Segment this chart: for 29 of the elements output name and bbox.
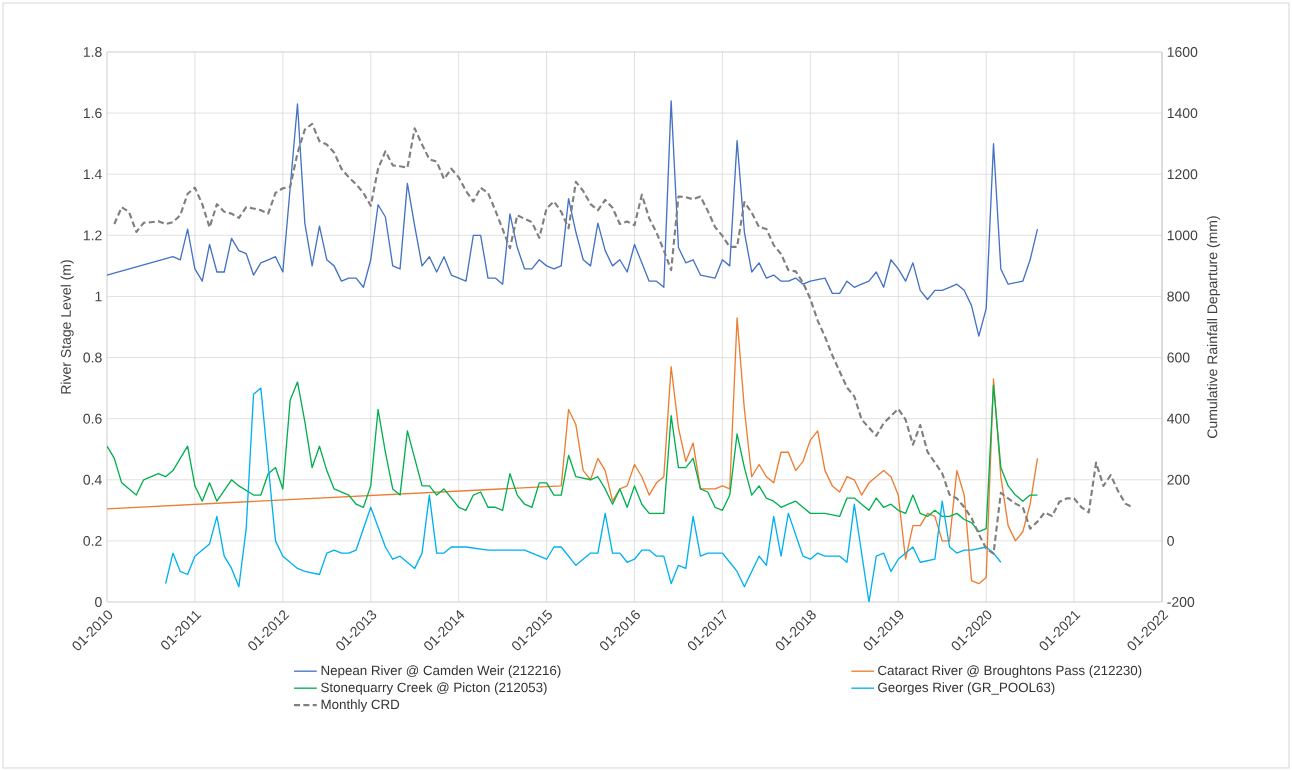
y-tick-label: 0 [95, 597, 102, 607]
y-tick-label: 0.2 [83, 535, 102, 546]
y2-tick-label: 1400 [1167, 108, 1198, 119]
y2-tick-label: 600 [1167, 352, 1190, 363]
y2-tick-label: 1200 [1167, 169, 1198, 180]
y2-tick-label: 400 [1167, 413, 1190, 424]
line-series [113, 122, 1134, 555]
y2-tick-label: -200 [1167, 597, 1195, 607]
y2-tick-label: 0 [1167, 535, 1174, 546]
legend-label: Georges River (GR_POOL63) [878, 682, 1055, 695]
y-tick-label: 1.8 [83, 47, 102, 57]
legend-label: Stonequarry Creek @ Picton (212053) [321, 682, 547, 695]
legend-label: Cataract River @ Broughtons Pass (212230) [878, 665, 1142, 678]
y-tick-label: 1.4 [83, 169, 102, 180]
line-series [107, 100, 1039, 337]
y-tick-label: 0.4 [83, 474, 102, 485]
y2-tick-label: 200 [1167, 474, 1190, 485]
y2-tick-label: 1600 [1167, 47, 1198, 57]
y-tick-label: 1 [95, 291, 102, 302]
y-tick-label: 0.6 [83, 413, 102, 424]
y-axis-title: River Stage Level (m) [60, 260, 74, 394]
y-tick-label: 0.8 [83, 352, 102, 363]
y-tick-label: 1.6 [83, 108, 102, 119]
y2-axis-title: Cumulative Rainfall Departure (mm) [1207, 216, 1221, 438]
y2-tick-label: 800 [1167, 291, 1190, 302]
legend-label: Monthly CRD [321, 699, 400, 712]
y2-tick-label: 1000 [1167, 230, 1198, 241]
y-tick-label: 1.2 [83, 230, 102, 241]
legend-label: Nepean River @ Camden Weir (212216) [321, 665, 561, 678]
